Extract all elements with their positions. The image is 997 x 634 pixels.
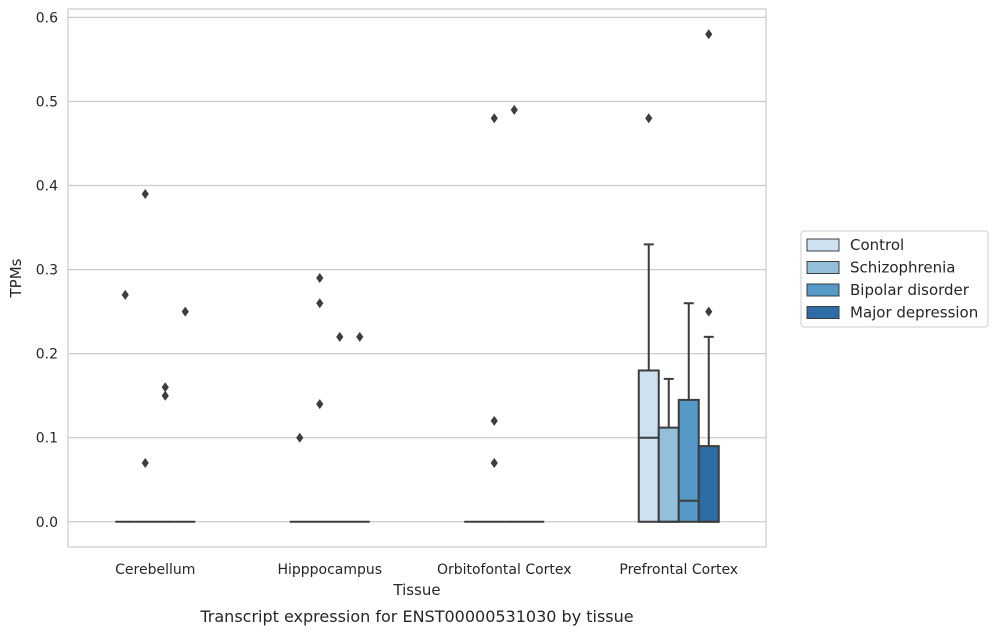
box-rect bbox=[677, 398, 700, 523]
legend-label: Bipolar disorder bbox=[850, 281, 970, 299]
y-tick-label: 0.0 bbox=[36, 515, 58, 531]
x-tick-label: Orbitofontal Cortex bbox=[437, 562, 572, 578]
x-tick-label: Hipppocampus bbox=[277, 562, 382, 578]
plot-frame bbox=[67, 8, 767, 548]
y-tick-label: 0.5 bbox=[36, 94, 58, 110]
y-tick-label: 0.4 bbox=[36, 179, 58, 195]
y-axis-label: TPMs bbox=[7, 258, 25, 298]
box-schizophrenia bbox=[657, 377, 680, 523]
outlier-point bbox=[490, 113, 498, 124]
outlier-point bbox=[490, 457, 498, 468]
chart-caption: Transcript expression for ENST0000053103… bbox=[199, 607, 633, 626]
outlier-point bbox=[705, 29, 713, 40]
outlier-point bbox=[336, 331, 344, 342]
y-tick-label: 0.1 bbox=[36, 431, 58, 447]
legend-label: Schizophrenia bbox=[850, 259, 955, 277]
box-major-depression bbox=[697, 335, 720, 523]
outlier-point bbox=[161, 390, 169, 401]
x-tick-label: Prefrontal Cortex bbox=[619, 562, 738, 578]
legend-label: Control bbox=[850, 236, 904, 254]
outlier-point bbox=[316, 298, 324, 309]
box-rect bbox=[697, 445, 720, 523]
x-tick-labels: Cerebellum Hipppocampus Orbitofontal Corte… bbox=[115, 562, 738, 578]
legend-label: Major depression bbox=[850, 304, 978, 322]
outlier-point bbox=[141, 188, 149, 199]
outlier-point bbox=[356, 331, 364, 342]
legend-swatch bbox=[806, 238, 840, 252]
outlier-point bbox=[121, 289, 129, 300]
y-tick-label: 0.6 bbox=[36, 10, 58, 26]
outlier-point bbox=[296, 432, 304, 443]
box-control bbox=[637, 243, 660, 523]
outlier-point bbox=[181, 306, 189, 317]
legend-frame bbox=[800, 230, 989, 328]
y-tick-label: 0.3 bbox=[36, 263, 58, 279]
legend-swatch bbox=[806, 283, 840, 297]
outlier-point bbox=[141, 457, 149, 468]
outlier-point bbox=[161, 382, 169, 393]
x-tick-label: Cerebellum bbox=[115, 562, 195, 578]
outlier-point bbox=[316, 273, 324, 283]
x-axis-label: Tissue bbox=[392, 581, 440, 599]
outlier-point bbox=[645, 113, 653, 124]
box-bipolar-disorder bbox=[677, 302, 700, 523]
y-tick-label: 0.2 bbox=[36, 347, 58, 363]
legend: Control Schizophrenia Bipolar disorder Majo… bbox=[800, 230, 989, 328]
gridlines bbox=[68, 16, 766, 523]
box-rect bbox=[657, 426, 680, 523]
outlier-point bbox=[705, 306, 713, 317]
boxes-layer bbox=[115, 243, 720, 523]
box-rect bbox=[637, 369, 660, 523]
legend-swatch bbox=[806, 306, 840, 319]
outlier-point bbox=[490, 415, 498, 426]
y-tick-labels: 0.0 0.1 0.2 0.3 0.4 0.5 0.6 bbox=[36, 10, 58, 530]
legend-swatch bbox=[806, 261, 840, 274]
outlier-point bbox=[316, 399, 324, 410]
outliers-layer bbox=[121, 29, 713, 468]
outlier-point bbox=[510, 104, 518, 115]
